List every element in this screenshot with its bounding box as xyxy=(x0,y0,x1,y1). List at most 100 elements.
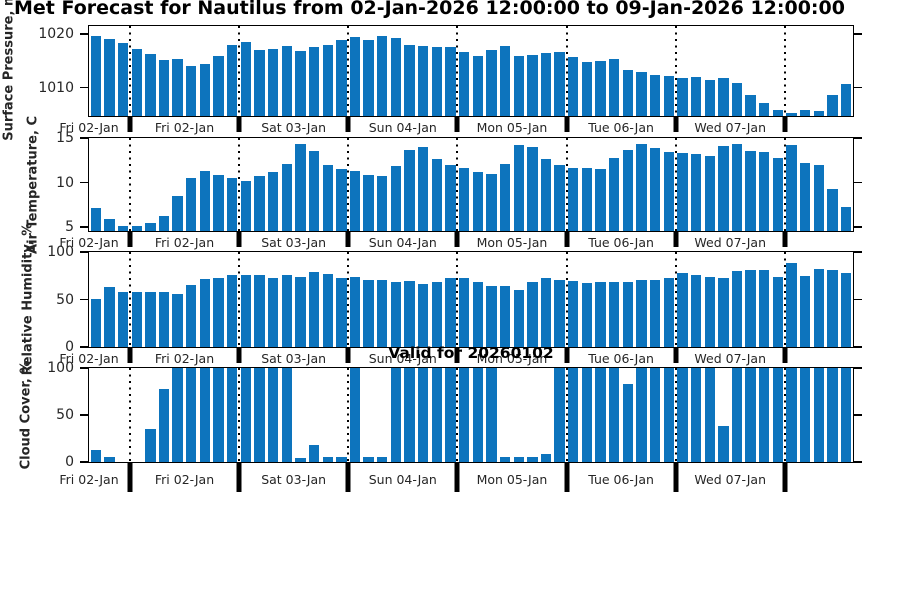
bar xyxy=(267,368,279,462)
day-tick-mark xyxy=(454,462,460,492)
day-boundary-gridline xyxy=(238,26,241,116)
subplot-relative-humidity: Relative Humidity, % 0 50 100 Fri 02-Jan Fri… xyxy=(0,223,900,401)
bar xyxy=(800,275,811,347)
day-boundary-gridline xyxy=(347,26,350,116)
day-tick-mark xyxy=(454,231,460,247)
day-boundary-gridline xyxy=(674,26,677,116)
bar xyxy=(609,282,620,347)
x-tick-day-label: Tue 06-Jan xyxy=(588,472,654,487)
bar xyxy=(254,49,265,116)
bar xyxy=(840,206,852,231)
bar xyxy=(622,282,634,347)
bar xyxy=(458,368,470,462)
bar xyxy=(186,368,197,462)
x-tick-day-label: Sun 04-Jan xyxy=(368,120,437,135)
y-tick-mark xyxy=(854,251,862,253)
y-tick-mark xyxy=(80,414,88,416)
bar xyxy=(527,54,538,116)
y-tick-mark xyxy=(80,346,88,348)
x-tick-day-label: Mon 05-Jan xyxy=(476,235,548,250)
day-tick-mark xyxy=(236,347,242,363)
bar xyxy=(363,279,374,347)
bar xyxy=(772,110,784,116)
bar xyxy=(813,269,825,347)
bar xyxy=(663,152,674,231)
bar xyxy=(840,84,852,116)
bar xyxy=(745,151,756,231)
bar xyxy=(377,457,388,462)
x-tick-day-label: Tue 06-Jan xyxy=(588,120,654,135)
bar xyxy=(145,54,156,116)
bar xyxy=(158,215,170,231)
y-tick-mark xyxy=(80,181,88,184)
bar xyxy=(404,368,415,462)
bar xyxy=(349,171,361,231)
x-tick-day-label: Sun 04-Jan xyxy=(368,235,437,250)
day-boundary-gridline xyxy=(565,138,568,231)
bar xyxy=(595,368,606,462)
bar xyxy=(800,163,811,231)
bar xyxy=(172,59,183,116)
bar xyxy=(622,70,634,116)
bar xyxy=(554,51,565,116)
bar xyxy=(390,368,402,462)
x-tick-day-label: Mon 05-Jan xyxy=(476,472,548,487)
x-tick-day-label: Sat 03-Jan xyxy=(261,351,327,366)
x-tick-day-label: Sun 04-Jan xyxy=(368,351,437,366)
bar xyxy=(322,457,333,462)
bar xyxy=(622,383,634,462)
bar xyxy=(336,40,347,116)
bar xyxy=(172,293,183,347)
bar xyxy=(581,283,593,347)
day-tick-mark xyxy=(673,231,679,247)
bar xyxy=(458,168,470,231)
bar xyxy=(418,284,429,347)
x-tick-day-label: Wed 07-Jan xyxy=(694,472,767,487)
bar xyxy=(677,77,688,116)
y-tick-mark xyxy=(80,33,88,35)
bar xyxy=(240,180,252,231)
plot-area-cloud: 0 50 100 Fri 02-Jan Fri 02-Jan Sat 03-Jan Sun … xyxy=(47,360,862,492)
day-tick-mark xyxy=(127,462,133,492)
bar xyxy=(418,146,429,231)
bar xyxy=(499,457,511,462)
bar xyxy=(363,40,374,116)
bar xyxy=(281,45,292,116)
day-boundary-gridline xyxy=(674,368,677,462)
bar xyxy=(377,35,388,116)
plot-area-temperature: 5 10 15 Fri 02-Jan Fri 02-Jan Sat 03-Jan Sun 0… xyxy=(56,130,862,250)
bar xyxy=(540,159,552,231)
y-tick-mark xyxy=(854,137,862,139)
x-tick-day-label: Fri 02-Jan xyxy=(154,472,215,487)
bar xyxy=(581,167,593,231)
bar xyxy=(431,46,443,116)
bar xyxy=(281,368,292,462)
bar xyxy=(568,56,579,116)
bar xyxy=(322,44,333,116)
bar xyxy=(499,163,511,231)
x-tick-day-label: Fri 02-Jan xyxy=(59,472,119,487)
bar xyxy=(158,388,170,462)
bar xyxy=(458,277,470,347)
bar xyxy=(677,153,688,231)
y-tick-label: 50 xyxy=(56,291,74,308)
subplot-air-temperature: Air Temperature, C 5 10 15 Fri 02-Jan Fri 02… xyxy=(0,116,900,287)
bar xyxy=(458,51,470,116)
bar xyxy=(295,276,306,347)
y-tick-label: 10 xyxy=(56,174,74,191)
bar xyxy=(800,109,811,116)
bar xyxy=(486,368,497,462)
bar xyxy=(827,270,838,347)
x-tick-day-label: Sun 04-Jan xyxy=(368,472,437,487)
bar xyxy=(227,45,238,116)
bar xyxy=(636,368,647,462)
bar xyxy=(254,368,265,462)
bar xyxy=(322,164,333,231)
bar xyxy=(609,59,620,116)
bar xyxy=(322,273,333,347)
y-tick-mark xyxy=(854,33,862,35)
subplot-cloud-cover: Cloud Cover, % 0 50 100 Fri 02-Jan Fri 02-Ja… xyxy=(0,360,900,537)
y-tick-mark xyxy=(80,137,88,139)
bar xyxy=(690,76,702,116)
day-boundary-gridline xyxy=(456,368,459,462)
